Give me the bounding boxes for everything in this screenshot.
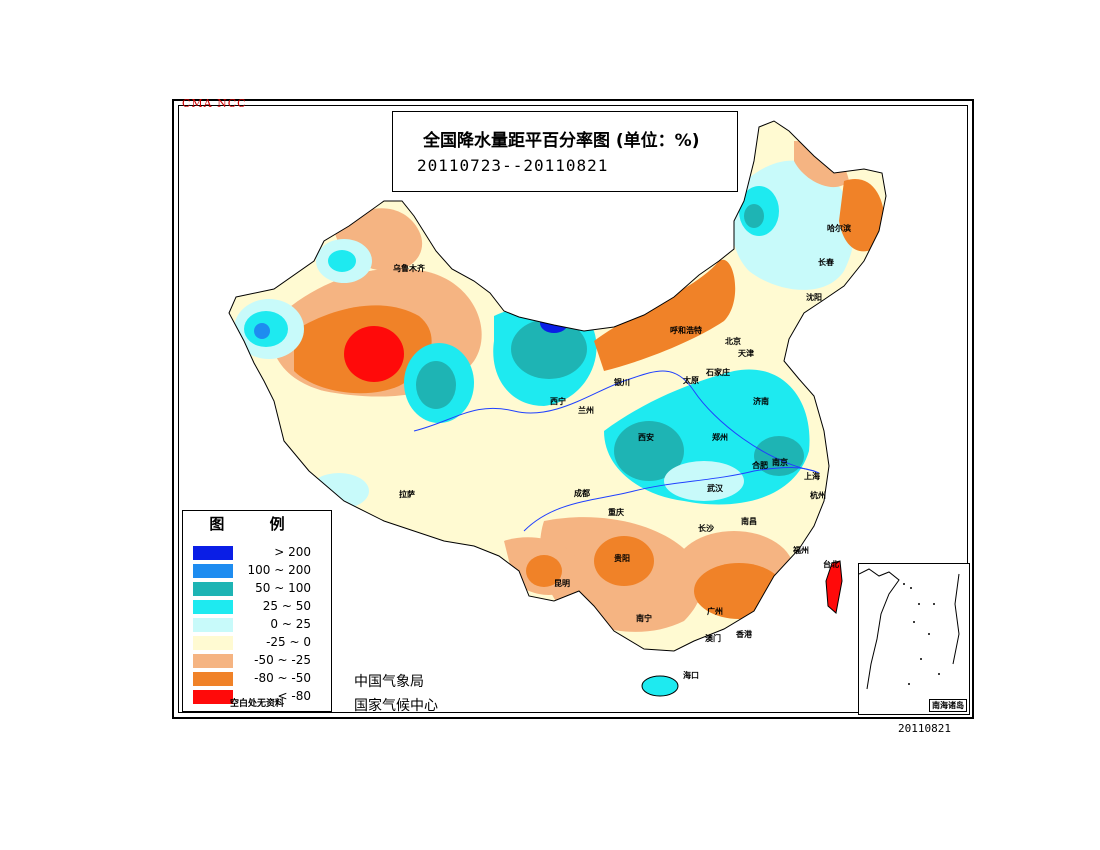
- legend-row: -50 ~ -25: [193, 653, 323, 669]
- legend-label: < -80: [277, 689, 311, 703]
- legend-swatch: [193, 582, 233, 596]
- legend-row: 100 ~ 200: [193, 563, 323, 579]
- map-inner-border: [178, 105, 968, 713]
- city-label: 杭州: [810, 491, 826, 500]
- legend-label: -80 ~ -50: [254, 671, 311, 685]
- city-label: 澳门: [705, 634, 721, 643]
- agency-mark: CMA NCC: [182, 97, 247, 110]
- map-title: 全国降水量距平百分率图 (单位：%): [423, 131, 700, 151]
- org-name-ncc: 国家气候中心: [354, 698, 438, 714]
- city-label: 福州: [793, 546, 809, 555]
- legend-row: < -80: [193, 689, 323, 705]
- legend-label: 50 ~ 100: [255, 581, 311, 595]
- legend-label: 100 ~ 200: [247, 563, 312, 577]
- legend-row: -25 ~ 0: [193, 635, 323, 651]
- city-label: 长春: [818, 258, 834, 267]
- date-range: 20110723--20110821: [417, 156, 609, 175]
- legend-label: -50 ~ -25: [254, 653, 311, 667]
- city-label: 西宁: [550, 397, 566, 406]
- legend-label: -25 ~ 0: [266, 635, 311, 649]
- city-label: 南京: [772, 458, 788, 467]
- city-label: 香港: [736, 630, 752, 639]
- legend-label: 0 ~ 25: [270, 617, 311, 631]
- legend-swatch: [193, 672, 233, 686]
- legend-swatch: [193, 618, 233, 632]
- legend-label: 25 ~ 50: [262, 599, 311, 613]
- city-label: 海口: [683, 671, 699, 680]
- city-label: 广州: [707, 607, 723, 616]
- legend-swatch: [193, 636, 233, 650]
- city-label: 成都: [574, 489, 590, 498]
- city-label: 哈尔滨: [827, 224, 851, 233]
- city-label: 石家庄: [706, 368, 730, 377]
- org-name-cma: 中国气象局: [354, 674, 424, 690]
- legend-title: 图 例: [209, 515, 305, 533]
- city-label: 银川: [614, 378, 630, 387]
- city-label: 拉萨: [399, 490, 415, 499]
- city-label: 武汉: [707, 484, 723, 493]
- legend-row: -80 ~ -50: [193, 671, 323, 687]
- legend-swatch: [193, 564, 233, 578]
- legend-swatch: [193, 690, 233, 704]
- city-label: 呼和浩特: [670, 326, 702, 335]
- city-label: 贵阳: [614, 554, 630, 563]
- city-label: 郑州: [712, 433, 728, 442]
- city-label: 昆明: [554, 579, 570, 588]
- map-frame: CMA NCC 全国降水量距平百分率图 (单位：%) 20110723--201…: [172, 97, 974, 719]
- legend-row: 50 ~ 100: [193, 581, 323, 597]
- legend-swatch: [193, 600, 233, 614]
- city-label: 北京: [725, 337, 741, 346]
- legend-swatch: [193, 654, 233, 668]
- legend-note: 空白处无资料: [229, 699, 284, 709]
- city-label: 重庆: [608, 508, 624, 517]
- city-label: 南宁: [636, 614, 652, 623]
- legend-swatch: [193, 546, 233, 560]
- city-label: 南昌: [741, 517, 757, 526]
- city-label: 上海: [804, 472, 820, 481]
- city-label: 沈阳: [806, 293, 822, 302]
- inset-label: 南海诸岛: [929, 699, 967, 712]
- city-label: 济南: [753, 397, 769, 406]
- city-label: 长沙: [698, 524, 714, 533]
- precipitation-map: [228, 120, 887, 697]
- inset-map: [859, 568, 960, 690]
- south-china-sea-inset: 南海诸岛: [858, 563, 970, 715]
- legend-label: > 200: [274, 545, 311, 559]
- city-label: 台北: [823, 560, 839, 569]
- issue-date: 20110821: [898, 722, 951, 735]
- legend-row: > 200: [193, 545, 323, 561]
- city-label: 天津: [738, 349, 754, 358]
- city-label: 太原: [683, 376, 699, 385]
- city-label: 西安: [638, 433, 654, 442]
- city-label: 乌鲁木齐: [393, 264, 425, 273]
- city-label: 兰州: [578, 406, 594, 415]
- legend: 图 例 > 200 100 ~ 200 50 ~ 100 25 ~ 50 0 ~…: [182, 510, 332, 712]
- legend-row: 25 ~ 50: [193, 599, 323, 615]
- title-box: 全国降水量距平百分率图 (单位：%) 20110723--20110821: [392, 111, 738, 192]
- legend-row: 0 ~ 25: [193, 617, 323, 633]
- city-label: 合肥: [752, 461, 768, 470]
